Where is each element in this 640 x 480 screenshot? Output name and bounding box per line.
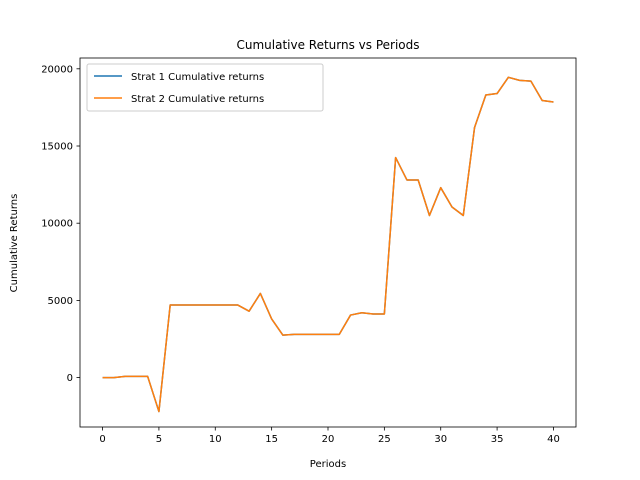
y-axis-label: Cumulative Returns: [9, 194, 20, 293]
x-tick-label: 20: [322, 434, 335, 445]
legend-label-strat-1: Strat 1 Cumulative returns: [131, 72, 264, 83]
x-tick-label: 35: [491, 434, 504, 445]
y-tick-label: 0: [67, 373, 73, 384]
x-tick-label: 30: [434, 434, 447, 445]
legend-label-strat-2: Strat 2 Cumulative returns: [131, 94, 264, 105]
chart-title: Cumulative Returns vs Periods: [236, 38, 419, 52]
series-layer: [102, 76, 554, 413]
x-tick-label: 40: [547, 434, 560, 445]
x-axis-label: Periods: [310, 459, 346, 470]
y-tick-label: 5000: [48, 296, 73, 307]
x-tick-label: 0: [99, 434, 105, 445]
y-tick-label: 15000: [41, 142, 73, 153]
x-tick-label: 10: [209, 434, 222, 445]
x-tick-label: 15: [265, 434, 278, 445]
y-tick-label: 10000: [41, 219, 73, 230]
x-axis-ticks: 0 5 10 15 20 25 30 35 40: [99, 427, 560, 445]
y-axis-ticks: 0 5000 10000 15000 20000: [41, 64, 80, 384]
x-tick-label: 5: [156, 434, 162, 445]
legend: Strat 1 Cumulative returns Strat 2 Cumul…: [86, 63, 324, 112]
y-tick-label: 20000: [41, 64, 73, 75]
series-line-strat-2: [102, 76, 554, 413]
legend-box: [86, 63, 324, 112]
x-tick-label: 25: [378, 434, 391, 445]
